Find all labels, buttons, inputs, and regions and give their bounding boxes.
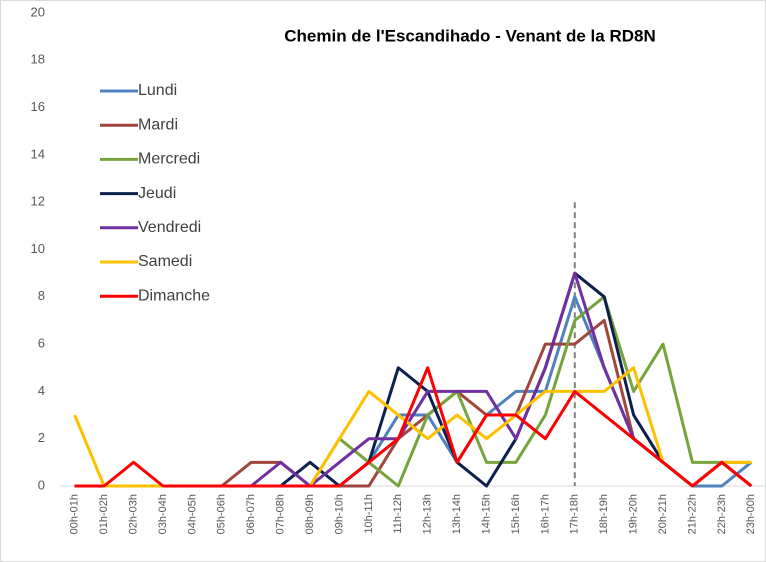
x-tick-label: 07h-08h bbox=[275, 494, 287, 534]
x-tick-label: 13h-14h bbox=[451, 494, 463, 534]
chart-title: Chemin de l'Escandihado - Venant de la R… bbox=[284, 26, 656, 45]
x-tick-label: 04h-05h bbox=[186, 494, 198, 534]
series-line bbox=[74, 295, 752, 488]
series-line bbox=[74, 366, 753, 488]
y-tick-label: 18 bbox=[31, 52, 45, 67]
y-tick-label: 6 bbox=[38, 336, 45, 351]
x-tick-label: 00h-01h bbox=[69, 494, 81, 534]
y-tick-label: 4 bbox=[38, 383, 45, 398]
y-tick-label: 16 bbox=[31, 99, 45, 114]
x-tick-label: 16h-17h bbox=[539, 494, 551, 534]
legend-label: Samedi bbox=[138, 253, 192, 270]
x-tick-label: 02h-03h bbox=[127, 494, 139, 534]
legend-label: Vendredi bbox=[138, 219, 201, 236]
y-tick-label: 20 bbox=[31, 4, 45, 19]
y-tick-label: 0 bbox=[38, 477, 45, 492]
legend-label: Lundi bbox=[138, 82, 177, 99]
legend-label: Jeudi bbox=[138, 185, 176, 202]
y-tick-label: 2 bbox=[38, 430, 45, 445]
legend-label: Mercredi bbox=[138, 151, 200, 168]
x-tick-label: 03h-04h bbox=[157, 494, 169, 534]
x-tick-label: 14h-15h bbox=[480, 494, 492, 534]
x-tick-label: 20h-21h bbox=[657, 494, 669, 534]
x-tick-label: 01h-02h bbox=[98, 494, 110, 534]
x-tick-label: 05h-06h bbox=[216, 494, 228, 534]
x-tick-label: 22h-23h bbox=[716, 494, 728, 534]
x-tick-label: 21h-22h bbox=[686, 494, 698, 534]
x-tick-label: 10h-11h bbox=[363, 494, 375, 534]
y-tick-label: 14 bbox=[31, 146, 45, 161]
y-tick-label: 12 bbox=[31, 194, 45, 209]
y-tick-label: 10 bbox=[31, 241, 45, 256]
series-line bbox=[74, 295, 753, 488]
x-tick-label: 18h-19h bbox=[598, 494, 610, 534]
series-line bbox=[73, 366, 752, 488]
legend-label: Dimanche bbox=[138, 287, 210, 304]
y-tick-label: 8 bbox=[38, 288, 45, 303]
x-tick-label: 09h-10h bbox=[333, 494, 345, 534]
x-tick-label: 23h-00h bbox=[745, 494, 757, 534]
x-tick-label: 11h-12h bbox=[392, 494, 404, 534]
x-tick-label: 19h-20h bbox=[628, 494, 640, 534]
x-tick-label: 15h-16h bbox=[510, 494, 522, 534]
x-tick-label: 06h-07h bbox=[245, 494, 257, 534]
legend-label: Mardi bbox=[138, 116, 178, 133]
x-tick-label: 12h-13h bbox=[422, 494, 434, 534]
x-tick-label: 08h-09h bbox=[304, 494, 316, 534]
x-tick-label: 17h-18h bbox=[569, 494, 581, 534]
